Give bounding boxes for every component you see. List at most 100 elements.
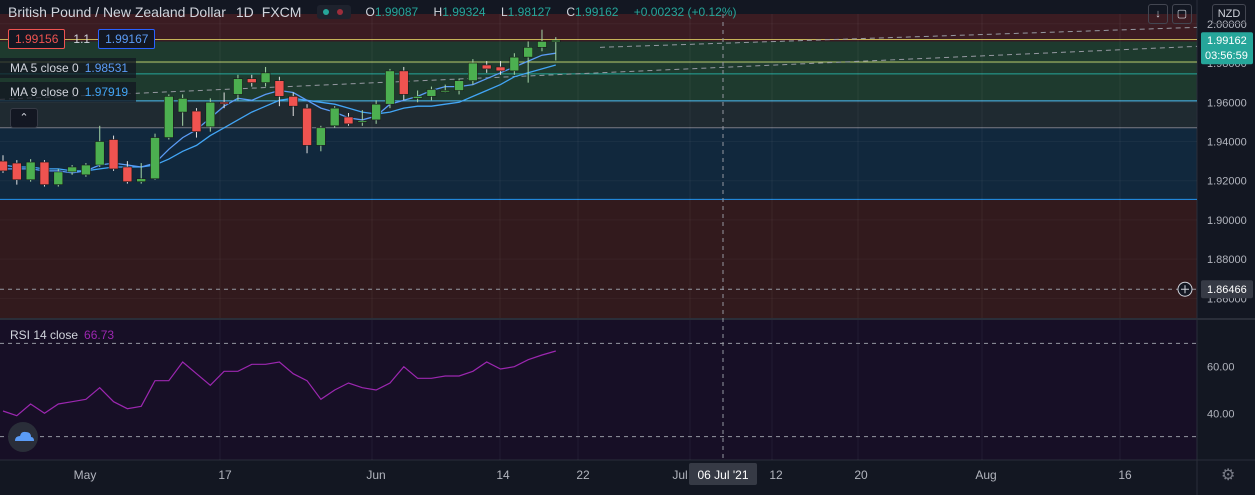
- price-zone-band: [0, 41, 1197, 101]
- rsi-line: [2, 350, 556, 417]
- lower-zone: [0, 199, 1197, 318]
- candle: [53, 171, 64, 185]
- candle: [260, 72, 271, 83]
- time-tick-label: Aug: [975, 468, 996, 482]
- candle: [495, 66, 506, 72]
- candle: [205, 101, 216, 128]
- candle: [523, 47, 533, 58]
- arrow-down-icon[interactable]: ↓: [1148, 4, 1168, 24]
- sell-button[interactable]: 1.99156: [8, 29, 66, 49]
- candle: [288, 96, 299, 107]
- trend-line: [0, 45, 1198, 100]
- status-dot-icon: [337, 9, 344, 15]
- candle: [177, 98, 188, 113]
- price-tick-label: 1.88000: [1207, 254, 1247, 266]
- candle: [468, 62, 478, 81]
- open-value: 1.99087: [374, 5, 419, 19]
- exchange-label: FXCM: [261, 4, 302, 20]
- candle: [385, 70, 395, 105]
- candle: [246, 78, 257, 83]
- candle: [81, 164, 91, 176]
- candle: [440, 90, 451, 93]
- trend-line: [599, 26, 1198, 48]
- candle: [12, 162, 22, 181]
- support-zone: [0, 127, 1197, 200]
- candle: [357, 120, 368, 123]
- ma9-label: MA 9 close 0: [10, 85, 79, 99]
- brand-logo[interactable]: [8, 422, 38, 452]
- candle: [191, 110, 202, 132]
- cloud-logo-icon: [15, 431, 34, 441]
- price-tick-label: 2.00000: [1207, 19, 1247, 31]
- low-value: 1.98127: [507, 5, 552, 19]
- market-status-indicator: [317, 5, 352, 19]
- crosshair-price-tag: [1201, 280, 1253, 299]
- change-value: +0.00232 (+0.12%): [633, 5, 737, 19]
- price-tick-label: 1.96000: [1207, 97, 1247, 109]
- candle: [481, 64, 492, 70]
- rsi-pane-background: [0, 320, 1197, 460]
- chevron-up-icon: ⌃: [19, 112, 29, 124]
- price-tick-label: 1.94000: [1207, 136, 1247, 148]
- rsi-legend[interactable]: RSI 14 close 66.73: [10, 328, 114, 342]
- candle: [426, 89, 437, 97]
- candle: [343, 116, 354, 125]
- crosshair-date-tag: [689, 463, 757, 485]
- candle: [371, 103, 381, 121]
- spread-value: 1.1: [73, 32, 91, 46]
- candle: [136, 178, 146, 182]
- collapse-legend-button[interactable]: ⌃: [10, 108, 38, 128]
- time-tick-label: 20: [854, 468, 868, 482]
- price-tick-label: 1.92000: [1207, 176, 1247, 188]
- rsi-label: RSI 14 close: [10, 328, 79, 342]
- candle: [164, 96, 174, 138]
- candle: [412, 96, 423, 99]
- candle: [274, 80, 285, 97]
- rsi-value: 66.73: [84, 328, 115, 342]
- high-value: 1.99324: [442, 5, 486, 19]
- candle: [122, 166, 133, 182]
- currency-button[interactable]: NZD: [1212, 4, 1246, 24]
- status-dot-icon: [323, 9, 330, 15]
- symbol-title[interactable]: British Pound / New Zealand Dollar: [8, 4, 226, 20]
- ma5-value: 1.98531: [84, 61, 129, 75]
- candle: [550, 39, 561, 43]
- ma5-legend[interactable]: MA 5 close 0 1.98531: [0, 58, 137, 78]
- ohlc-values: O1.99087 H1.99324 L1.98127 C1.99162 +0.0…: [365, 5, 737, 19]
- crosshair-date-label: 06 Jul '21: [698, 468, 749, 482]
- candle: [316, 127, 326, 146]
- chart-header: British Pound / New Zealand Dollar 1D FX…: [8, 2, 743, 22]
- price-tick-label: 1.90000: [1207, 215, 1247, 227]
- candle: [0, 160, 8, 172]
- candle: [302, 107, 312, 146]
- candle: [454, 80, 464, 91]
- close-value: 1.99162: [575, 5, 619, 19]
- gear-icon[interactable]: ⚙: [1221, 467, 1236, 484]
- candle: [509, 56, 520, 72]
- candle: [108, 139, 119, 170]
- candle: [150, 137, 160, 180]
- time-tick-label: 12: [769, 468, 783, 482]
- time-tick-label: 22: [576, 468, 590, 482]
- candle: [39, 161, 50, 185]
- timeframe-label[interactable]: 1D: [235, 4, 254, 20]
- time-tick-label: 14: [496, 468, 510, 482]
- candle: [537, 41, 547, 48]
- candle: [67, 166, 77, 173]
- ma5-label: MA 5 close 0: [10, 61, 79, 75]
- candle: [329, 107, 340, 127]
- rsi-tick-label: 40.00: [1207, 408, 1235, 420]
- candle: [94, 141, 105, 166]
- rsi-tick-label: 60.00: [1207, 362, 1235, 374]
- candle: [219, 101, 229, 105]
- candle: [398, 70, 409, 95]
- bid-ask-panel: 1.99156 1.1 1.99167: [8, 29, 156, 49]
- buy-button[interactable]: 1.99167: [98, 29, 156, 49]
- candle: [233, 78, 243, 95]
- countdown-label: 03:56:59: [1205, 50, 1248, 62]
- time-tick-label: 16: [1118, 468, 1132, 482]
- ma9-legend[interactable]: MA 9 close 0 1.97919: [0, 82, 137, 102]
- fullscreen-icon[interactable]: ▢: [1172, 4, 1192, 24]
